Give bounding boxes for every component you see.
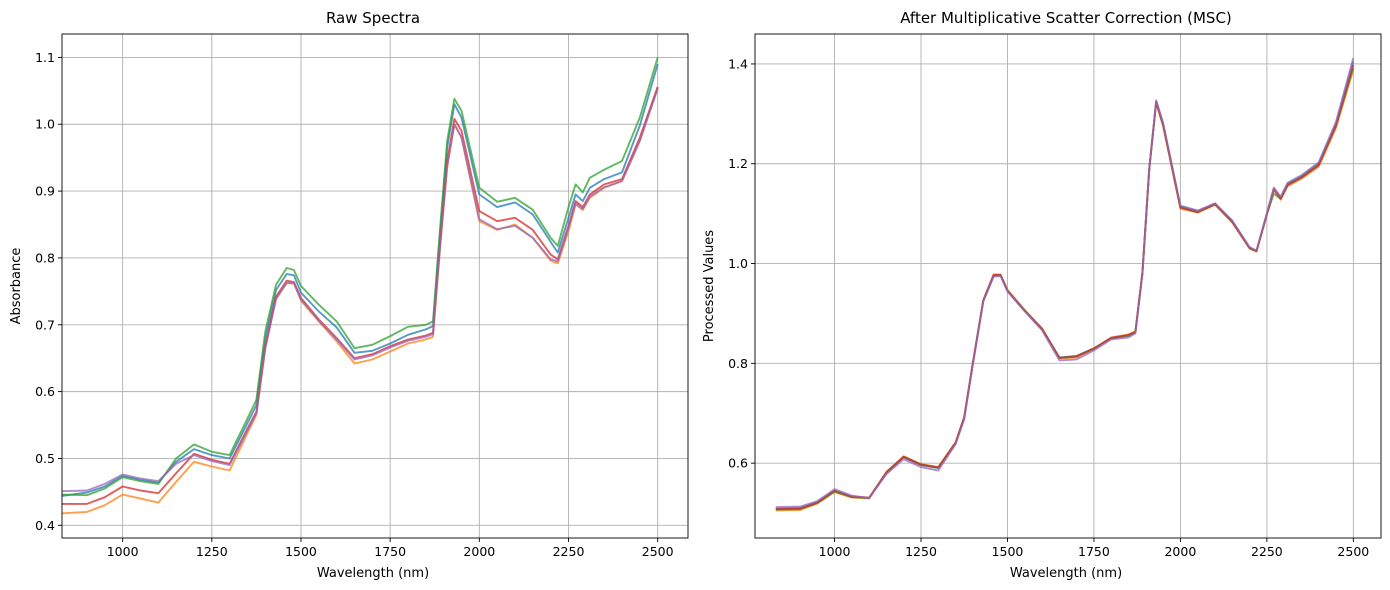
y-axis-label: Processed Values — [702, 230, 717, 342]
y-tick-label: 1.0 — [728, 256, 748, 271]
series-group — [775, 57, 1355, 512]
y-tick-label: 1.0 — [35, 117, 55, 132]
series-line-5 — [775, 57, 1355, 509]
plot-frame — [61, 33, 689, 539]
y-tick-label: 0.6 — [35, 384, 55, 399]
x-tick-label: 2500 — [642, 544, 674, 559]
grid — [62, 34, 688, 538]
x-tick-label: 2500 — [1337, 544, 1369, 559]
x-tick-label: 2250 — [1251, 544, 1283, 559]
y-tick-label: 0.5 — [35, 451, 55, 466]
grid — [755, 34, 1381, 538]
x-tick-label: 1250 — [905, 544, 937, 559]
y-axis-label: Absorbance — [9, 248, 24, 325]
series-group — [61, 57, 659, 515]
msc-panel: After Multiplicative Scatter Correction … — [702, 9, 1382, 581]
x-tick-label: 2000 — [463, 544, 495, 559]
x-axis-label: Wavelength (nm) — [317, 566, 429, 581]
axis-ticks: 1000 1250 1500 1750 2000 2250 2500 0.6 0.8 1.0 1.2… — [728, 56, 1369, 559]
y-tick-label: 0.8 — [728, 356, 748, 371]
x-tick-label: 1750 — [374, 544, 406, 559]
x-tick-label: 1500 — [992, 544, 1024, 559]
axis-ticks: 1000 1250 1500 1750 2000 2250 2500 0.4 0.5 0.6 0.7… — [35, 50, 674, 559]
y-tick-label: 0.6 — [728, 456, 748, 471]
y-tick-label: 0.7 — [35, 317, 55, 332]
chart-title: Raw Spectra — [326, 9, 420, 27]
series-line-3 — [61, 57, 659, 497]
x-tick-label: 1000 — [819, 544, 851, 559]
raw-spectra-panel: Raw Spectra Wavelength (nm) Absorbance 1… — [9, 9, 689, 581]
y-tick-label: 0.4 — [35, 518, 55, 533]
series-line-5 — [61, 88, 659, 493]
chart-title: After Multiplicative Scatter Correction … — [900, 9, 1232, 27]
plot-frame — [754, 33, 1382, 539]
x-tick-label: 1750 — [1078, 544, 1110, 559]
x-tick-label: 1250 — [196, 544, 228, 559]
y-tick-label: 1.4 — [728, 56, 748, 71]
y-tick-label: 1.2 — [728, 156, 748, 171]
y-tick-label: 0.8 — [35, 250, 55, 265]
x-axis-label: Wavelength (nm) — [1010, 566, 1122, 581]
x-tick-label: 2250 — [553, 544, 585, 559]
y-tick-label: 1.1 — [35, 50, 55, 65]
series-line-1 — [61, 63, 659, 497]
x-tick-label: 1000 — [107, 544, 139, 559]
x-tick-label: 2000 — [1164, 544, 1196, 559]
y-tick-label: 0.9 — [35, 184, 55, 199]
x-tick-label: 1500 — [285, 544, 317, 559]
series-line-2 — [61, 87, 659, 515]
